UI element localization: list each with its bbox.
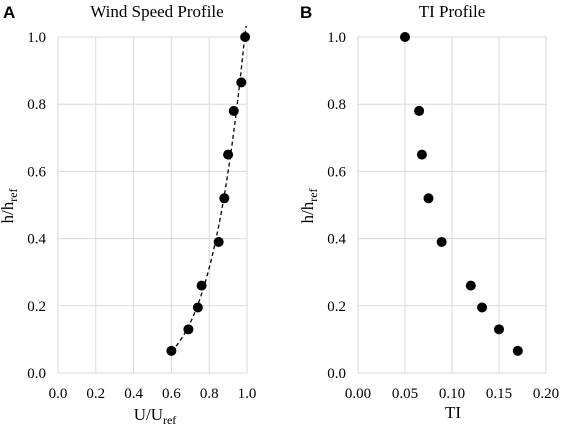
- y-tick-label: 0.8: [327, 97, 346, 113]
- data-point: [228, 105, 239, 116]
- data-point: [166, 345, 177, 356]
- y-tick-label: 1.0: [27, 30, 46, 46]
- y-tick-label: 0.6: [27, 164, 46, 180]
- panel-b-y-axis-label: h/href: [298, 188, 320, 223]
- panel-a-title: Wind Speed Profile: [90, 2, 223, 21]
- data-point: [223, 149, 234, 160]
- panel-a-trendline: [170, 26, 247, 352]
- data-point: [416, 149, 427, 160]
- panel-b-x-axis-label: TI: [445, 403, 461, 422]
- panel-a-letter: A: [3, 3, 15, 22]
- data-point: [414, 105, 425, 116]
- x-tick-label: 0.00: [345, 386, 371, 402]
- x-tick-label: 0.8: [200, 386, 219, 402]
- x-tick-label: 0.0: [49, 386, 68, 402]
- data-point: [512, 345, 523, 356]
- x-tick-label: 0.15: [486, 386, 512, 402]
- panel-b-title: TI Profile: [419, 2, 486, 21]
- panel-a-y-tick-labels: 0.0 0.2 0.4 0.6 0.8 1.0: [27, 30, 46, 382]
- data-point: [400, 32, 410, 42]
- x-tick-label: 1.0: [238, 386, 257, 402]
- data-point: [213, 236, 224, 247]
- y-tick-label: 0.6: [327, 164, 346, 180]
- panel-b-x-tick-labels: 0.00 0.05 0.10 0.15 0.20: [345, 386, 559, 402]
- data-point: [196, 280, 207, 291]
- y-tick-label: 0.2: [27, 299, 46, 315]
- data-point: [192, 302, 203, 313]
- data-point: [436, 236, 447, 247]
- x-tick-label: 0.4: [124, 386, 143, 402]
- data-point: [494, 324, 504, 335]
- panel-a-data-points: [166, 32, 251, 356]
- data-point: [240, 32, 251, 42]
- y-tick-label: 1.0: [327, 30, 346, 46]
- y-tick-label: 0.4: [27, 232, 46, 248]
- panel-b: B TI Profile 0.0 0.2 0.4 0.6 0.8 1.0 0.00 0.05…: [298, 2, 559, 422]
- data-point: [183, 324, 194, 335]
- y-tick-label: 0.2: [327, 299, 346, 315]
- data-point: [477, 302, 488, 313]
- data-point: [236, 77, 247, 88]
- panel-b-data-points: [400, 32, 523, 356]
- panel-b-letter: B: [300, 3, 312, 22]
- panel-a-y-axis-label: h/href: [0, 188, 20, 223]
- x-tick-label: 0.20: [533, 386, 559, 402]
- panel-a-x-axis-label: U/Uref: [134, 405, 177, 427]
- panel-a-gridlines: [57, 36, 248, 374]
- x-tick-label: 0.6: [162, 386, 181, 402]
- x-tick-label: 0.05: [392, 386, 418, 402]
- y-tick-label: 0.4: [327, 232, 346, 248]
- data-point: [219, 193, 230, 204]
- x-tick-label: 0.2: [86, 386, 105, 402]
- y-tick-label: 0.0: [327, 366, 346, 382]
- data-point: [423, 193, 434, 204]
- y-tick-label: 0.0: [27, 366, 46, 382]
- x-tick-label: 0.10: [439, 386, 465, 402]
- data-point: [465, 280, 476, 291]
- panel-b-gridlines: [357, 36, 547, 374]
- panel-b-y-tick-labels: 0.0 0.2 0.4 0.6 0.8 1.0: [327, 30, 346, 382]
- panel-a-x-tick-labels: 0.0 0.2 0.4 0.6 0.8 1.0: [49, 386, 257, 402]
- panel-a: A Wind Speed Profile 0.00.20.40.60.81.0 …: [0, 2, 256, 427]
- y-tick-label: 0.8: [27, 97, 46, 113]
